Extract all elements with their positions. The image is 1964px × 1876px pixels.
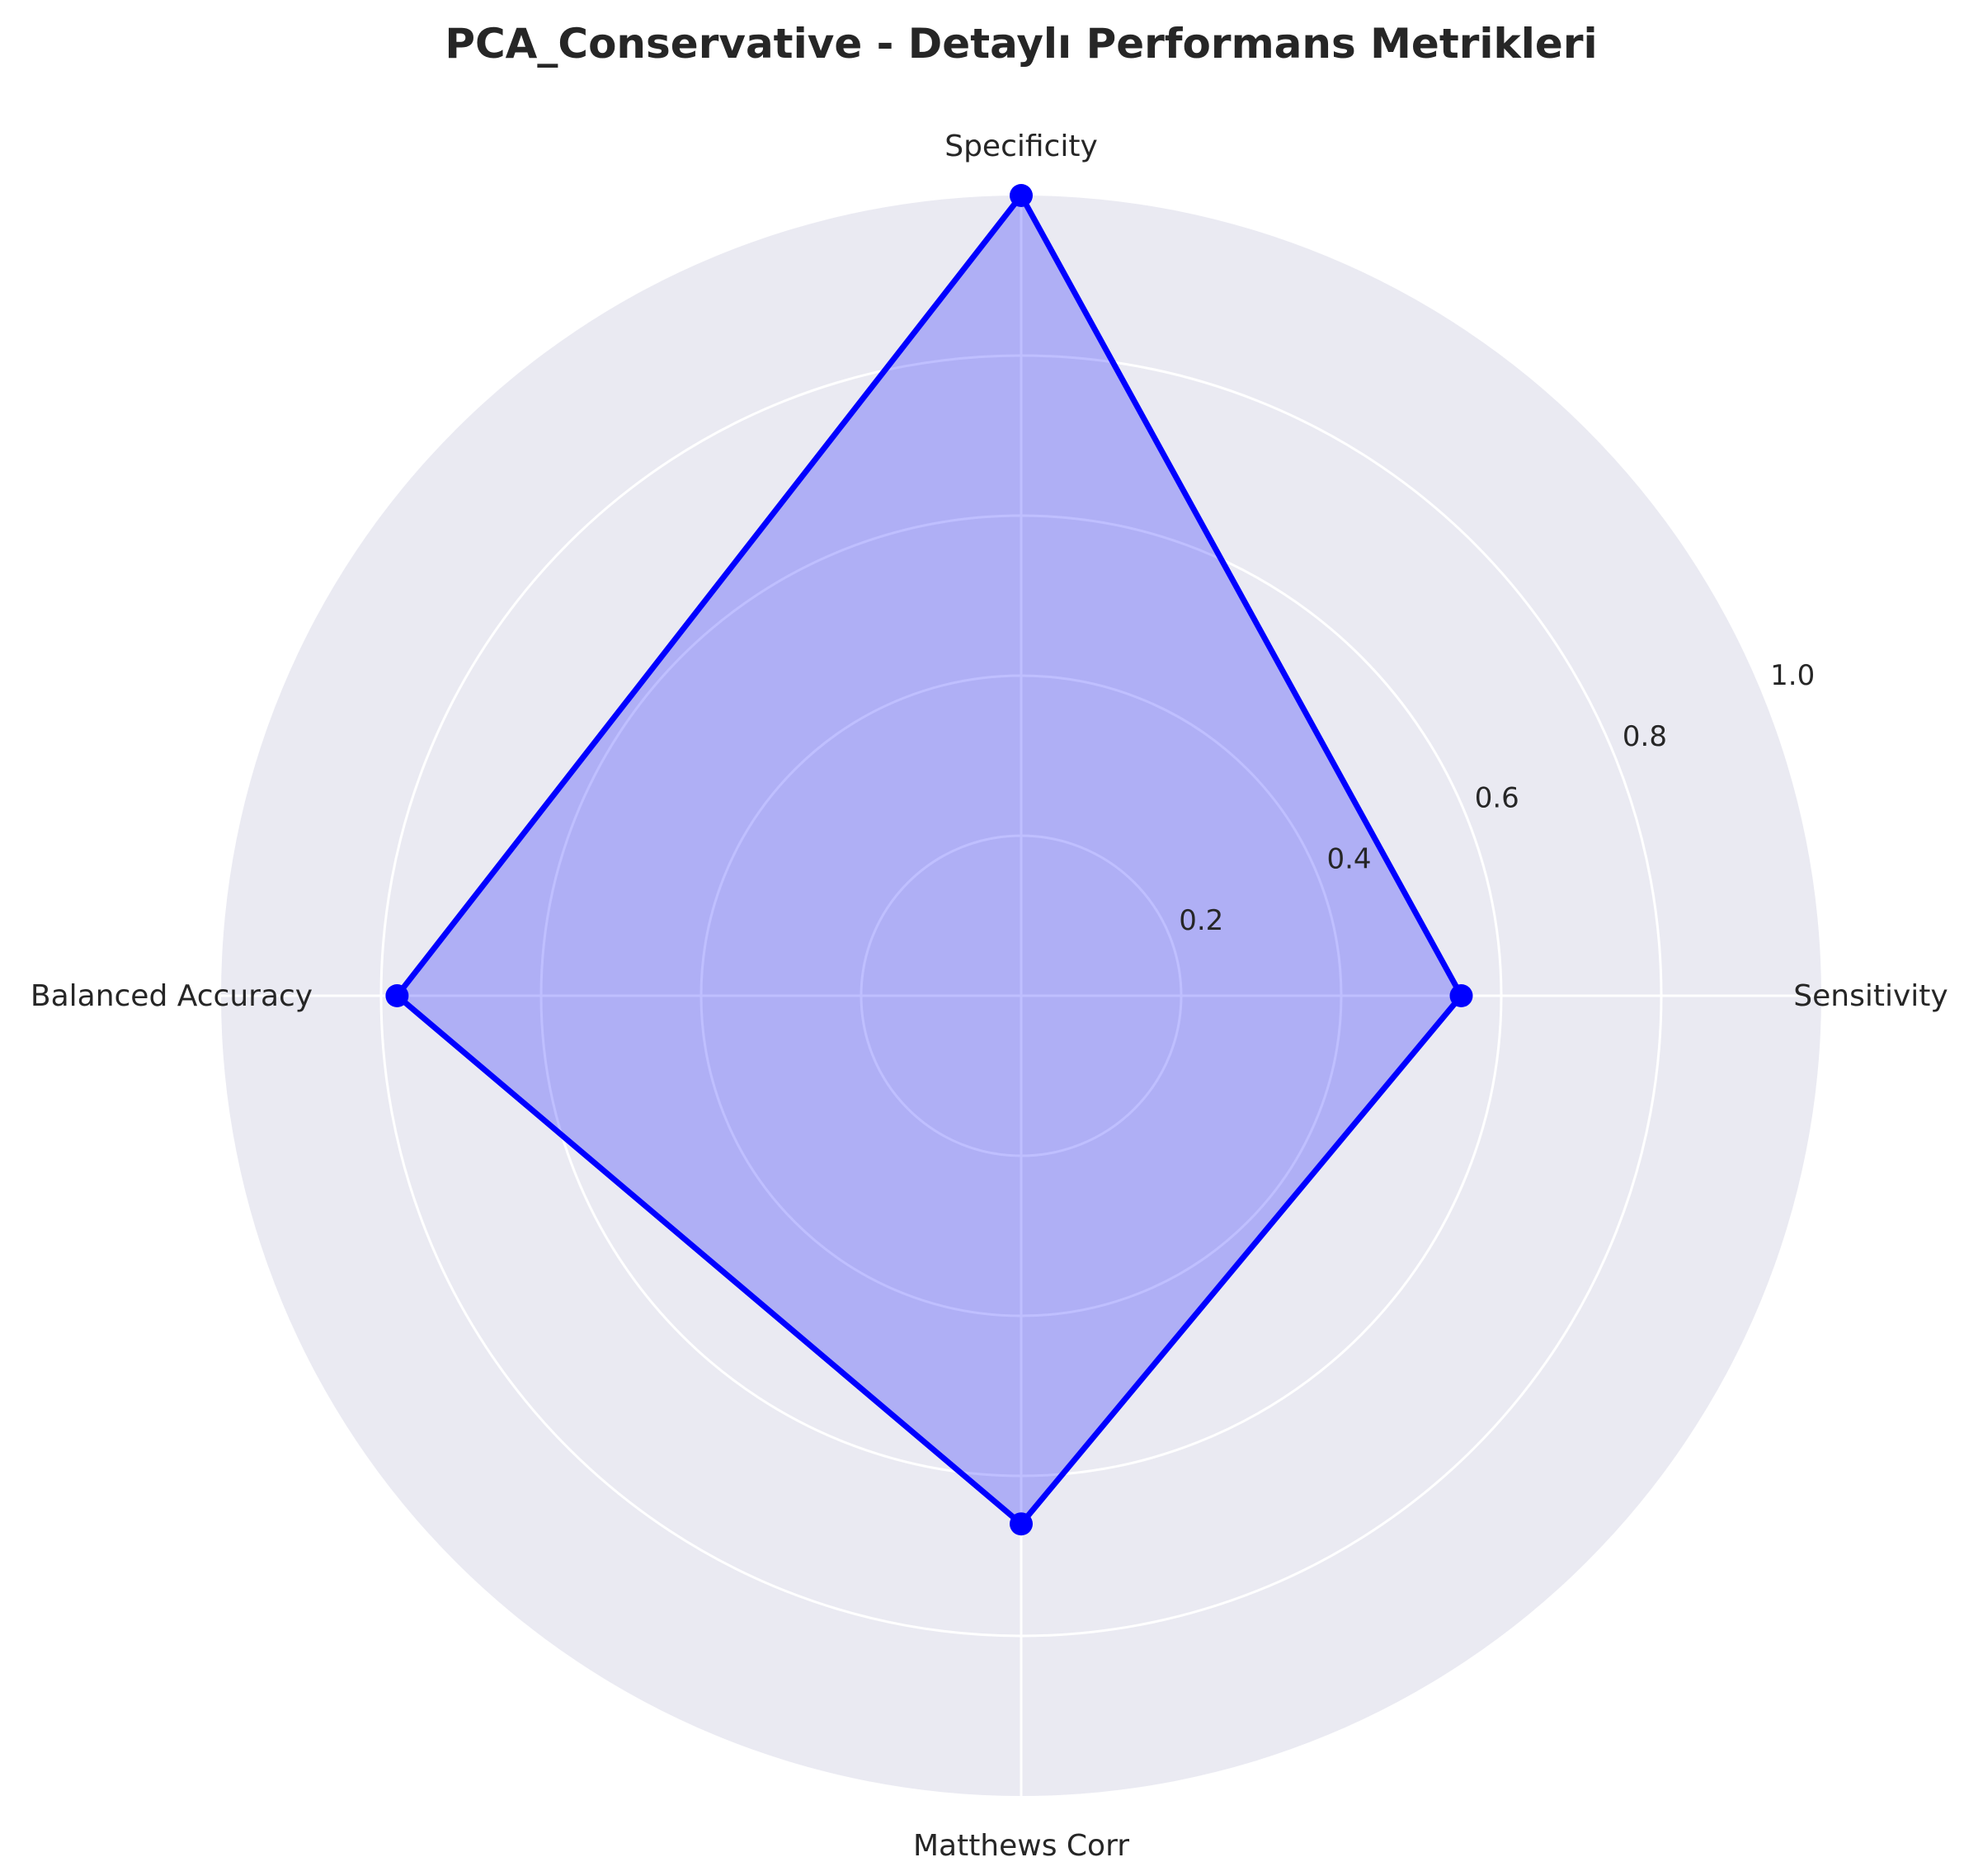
angular-grid [221, 196, 1821, 1796]
data-point-specificity [1010, 184, 1033, 207]
category-label-balanced-accuracy: Balanced Accuracy [31, 979, 313, 1013]
radial-tick-labels: 0.2 0.4 0.6 0.8 1.0 [1179, 659, 1815, 937]
data-point-balanced-accuracy [385, 984, 409, 1007]
category-label-specificity: Specificity [944, 130, 1098, 163]
radial-tick-label-4: 0.8 [1623, 720, 1667, 753]
data-point-sensitivity [1449, 984, 1473, 1007]
category-label-matthews-corr: Matthews Corr [913, 1829, 1129, 1863]
category-labels: Sensitivity Specificity Balanced Accuracy M… [31, 130, 1948, 1863]
series-area [397, 196, 1462, 1525]
category-label-sensitivity: Sensitivity [1793, 979, 1948, 1013]
radial-tick-label-3: 0.6 [1475, 781, 1519, 814]
series-layer [385, 184, 1473, 1536]
chart-title: PCA_Conservative - Detaylı Performans Me… [445, 20, 1597, 68]
radial-tick-label-2: 0.4 [1326, 843, 1371, 876]
radial-tick-label-5: 1.0 [1770, 659, 1815, 692]
radial-tick-label-1: 0.2 [1179, 904, 1223, 937]
data-point-matthews-corr [1010, 1512, 1033, 1536]
